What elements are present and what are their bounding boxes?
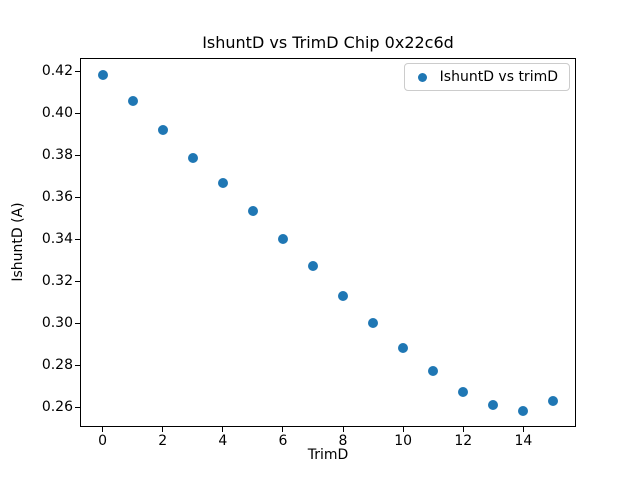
- data-point: [488, 399, 499, 410]
- x-tick-label: 14: [514, 433, 533, 449]
- data-point: [187, 152, 198, 163]
- x-tick-mark: [462, 427, 464, 432]
- y-tick-mark: [75, 364, 80, 366]
- x-tick-label: 2: [158, 433, 168, 449]
- data-point: [277, 234, 288, 245]
- y-tick-mark: [75, 280, 80, 282]
- y-tick-label: 0.38: [41, 146, 73, 163]
- x-tick-mark: [282, 427, 284, 432]
- plot-area: 0.26 0.28 0.30 0.32 0.34 0.36 0.38 0.40 0.42 0 2 4…: [42, 58, 576, 449]
- data-point: [217, 177, 228, 188]
- y-tick-label: 0.30: [41, 314, 73, 331]
- data-point: [247, 206, 258, 217]
- chart-title: IshuntD vs TrimD Chip 0x22c6d: [202, 33, 454, 52]
- data-point: [97, 69, 108, 80]
- y-tick-label: 0.32: [41, 272, 73, 289]
- data-point: [518, 406, 529, 417]
- x-tick-label: 4: [218, 433, 228, 449]
- x-tick-label: 12: [454, 433, 473, 449]
- x-axis-label: TrimD: [307, 447, 349, 463]
- x-tick-mark: [342, 427, 344, 432]
- y-tick-mark: [75, 113, 80, 115]
- data-point: [157, 125, 168, 136]
- data-point: [458, 387, 469, 398]
- data-point: [548, 395, 559, 406]
- x-tick-mark: [102, 427, 104, 432]
- y-tick-label: 0.26: [41, 398, 73, 415]
- y-axis-label: IshuntD (A): [10, 202, 26, 282]
- y-tick-mark: [75, 322, 80, 324]
- y-tick-label: 0.42: [41, 63, 73, 80]
- y-tick-mark: [75, 238, 80, 240]
- x-tick-label: 10: [394, 433, 413, 449]
- y-tick-mark: [75, 154, 80, 156]
- data-point: [338, 290, 349, 301]
- y-tick-mark: [75, 71, 80, 73]
- y-tick-label: 0.34: [41, 230, 73, 247]
- y-tick-label: 0.40: [41, 105, 73, 122]
- y-tick-label: 0.36: [41, 188, 73, 205]
- y-tick-label: 0.28: [41, 356, 73, 373]
- y-tick-mark: [75, 406, 80, 408]
- data-point: [127, 95, 138, 106]
- data-point: [398, 343, 409, 354]
- x-tick-label: 0: [98, 433, 107, 449]
- data-point: [428, 366, 439, 377]
- x-tick-mark: [402, 427, 404, 432]
- x-tick-label: 6: [278, 433, 288, 449]
- x-tick-label: 8: [338, 433, 348, 449]
- data-point: [307, 260, 318, 271]
- x-tick-mark: [222, 427, 224, 432]
- data-point: [368, 318, 379, 329]
- legend-marker-icon: [417, 72, 427, 82]
- y-tick-mark: [75, 196, 80, 198]
- legend: IshuntD vs trimD: [403, 63, 570, 91]
- plot-border: [80, 58, 576, 427]
- x-tick-mark: [162, 427, 164, 432]
- legend-label: IshuntD vs trimD: [439, 69, 558, 85]
- x-tick-mark: [522, 427, 524, 432]
